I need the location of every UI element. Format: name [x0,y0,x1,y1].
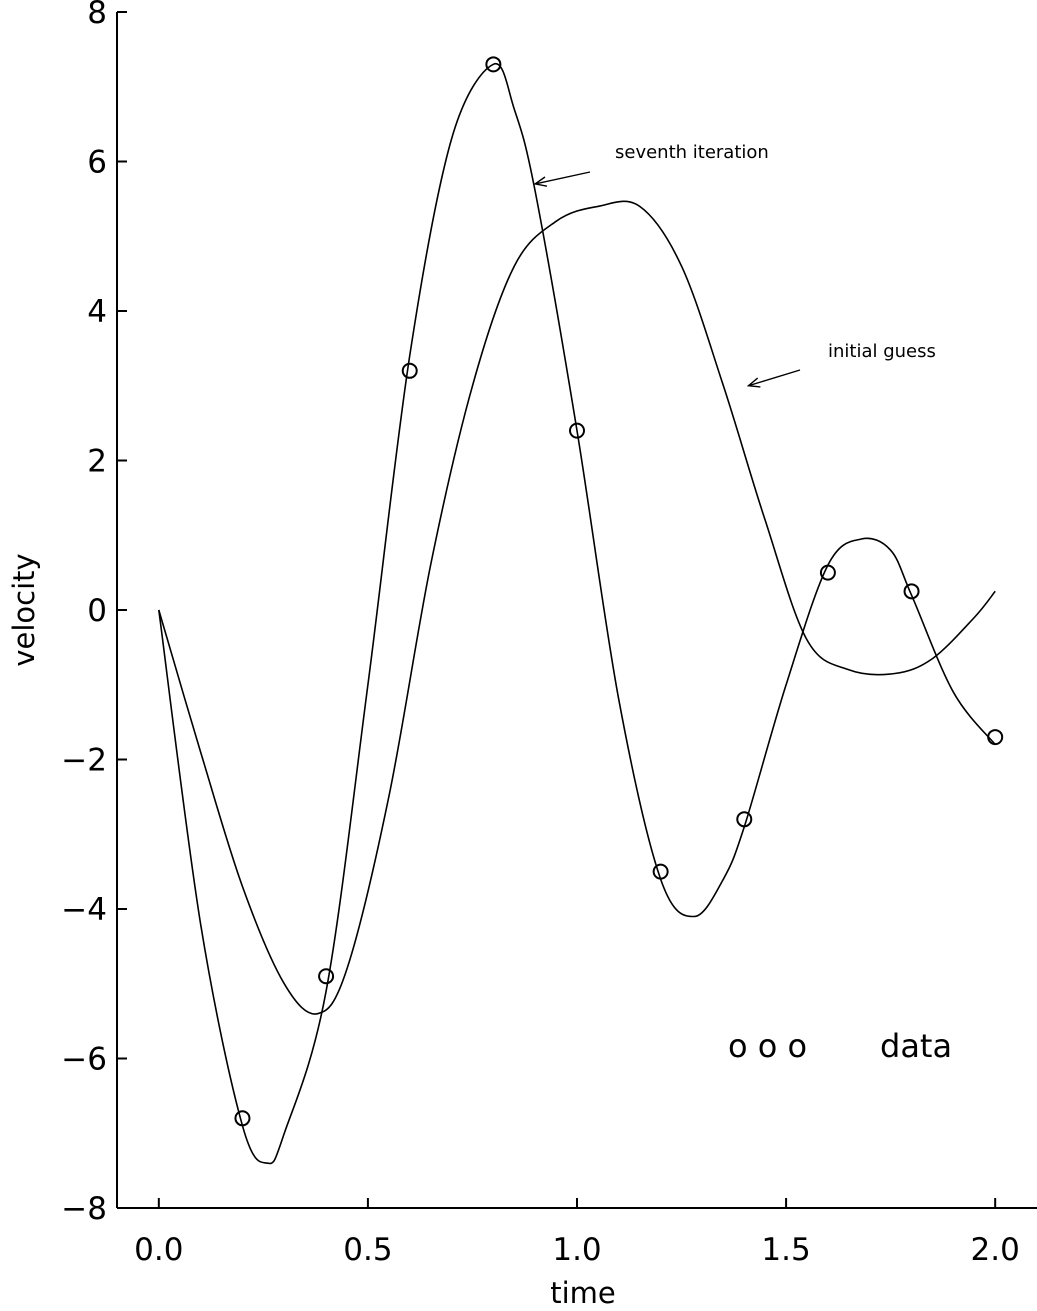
data-point [318,968,335,985]
x-axis-label: time [550,1276,616,1310]
curves [158,63,996,1165]
y-tick-label: 4 [87,294,107,330]
y-axis-label: velocity [7,553,41,666]
data-point [736,811,753,828]
x-tick-label: 2.0 [971,1232,1020,1268]
x-tick-label: 1.5 [761,1232,810,1268]
data-point [987,729,1004,746]
data-point [903,583,920,600]
legend-markers: o o o [728,1027,807,1065]
annotation-label: initial guess [828,341,936,362]
y-tick-label: −6 [61,1042,107,1078]
annotation-arrow [748,369,801,387]
y-tick-label: 0 [87,593,107,629]
data-point [485,56,502,73]
data-point [652,863,669,880]
annotations: seventh iteration initial guess [533,142,936,388]
x-tick-label: 1.0 [552,1232,601,1268]
ticks: 0.0 0.5 1.0 1.5 2.0 8 6 4 2 0 −2 −4 −6 −8 [61,0,1020,1268]
y-tick-label: 6 [87,145,107,181]
x-tick-label: 0.0 [134,1232,183,1268]
annotation-label: seventh iteration [615,142,769,163]
x-tick-label: 0.5 [343,1232,392,1268]
y-tick-label: −8 [61,1191,107,1227]
data-point [569,422,585,439]
y-tick-label: −4 [61,892,107,928]
legend: o o o data [728,1027,952,1065]
legend-label: data [880,1027,952,1065]
annotation-arrowhead [746,377,761,388]
annotation-arrow [535,171,591,185]
data-point [819,564,836,581]
series-line-initial-guess [158,200,996,1015]
data-point [401,362,418,379]
y-tick-label: 2 [87,444,107,480]
series-line-seventh-iteration [158,63,996,1165]
y-tick-label: 8 [87,0,107,31]
annotation-arrowhead [533,176,548,187]
data-points [234,56,1004,1127]
y-tick-label: −2 [61,743,107,779]
data-point [234,1110,251,1127]
